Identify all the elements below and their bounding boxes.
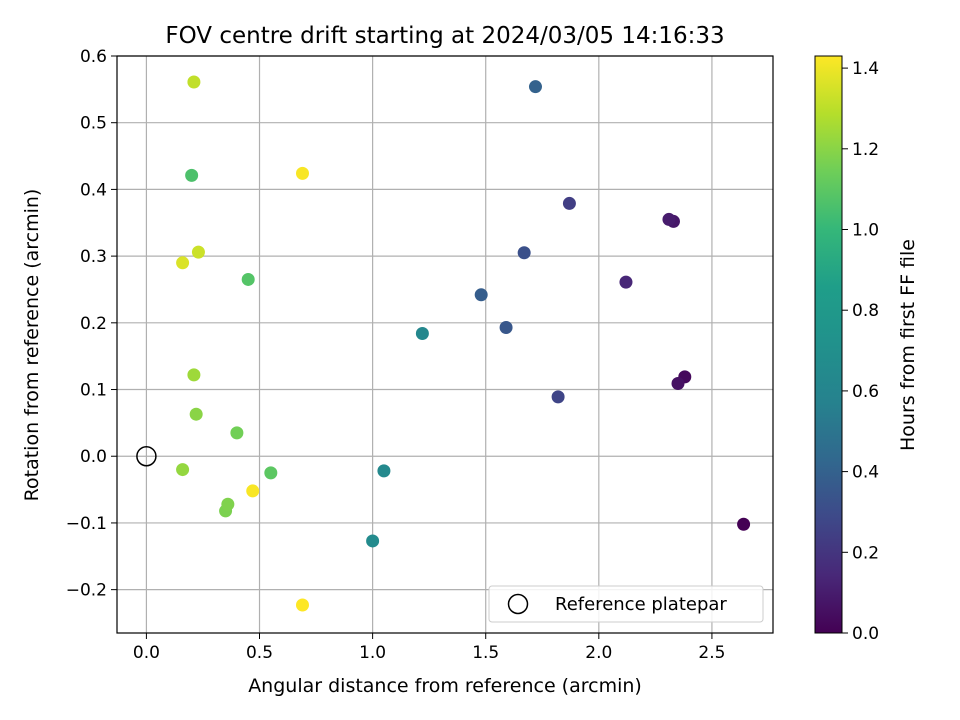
scatter-point — [662, 212, 676, 226]
data-points — [176, 75, 751, 612]
chart-title: FOV centre drift starting at 2024/03/05 … — [165, 23, 724, 49]
scatter-point — [474, 288, 488, 302]
y-tick-label: 0.3 — [80, 247, 107, 267]
scatter-point — [221, 497, 235, 511]
y-tick-label: −0.2 — [66, 581, 107, 601]
scatter-point — [191, 245, 205, 259]
y-tick-label: 0.2 — [80, 314, 107, 334]
scatter-point — [295, 166, 309, 180]
reference-platepar-marker — [136, 445, 157, 467]
plot-frame — [116, 55, 774, 634]
scatter-point — [241, 272, 255, 286]
y-tick-label: 0.4 — [80, 180, 107, 200]
legend-box — [488, 585, 764, 623]
axis-ticks: 0.0 0.5 1.0 1.5 2.0 2.5 −0.2 −0.1 0.0 0.1 0.2 0.3 0.… — [66, 47, 726, 663]
scatter-point — [187, 75, 201, 89]
colorbar: 0.0 0.2 0.4 0.6 0.8 1.0 1.2 1.4 Hours from firs… — [814, 55, 919, 644]
scatter-point — [366, 534, 380, 548]
x-tick-label: 0.0 — [133, 643, 160, 663]
colorbar-tick-label: 0.2 — [852, 543, 879, 563]
scatter-point — [264, 466, 278, 480]
legend: Reference platepar — [488, 585, 764, 623]
scatter-point — [562, 196, 576, 210]
scatter-point — [499, 320, 513, 334]
scatter-point — [619, 275, 633, 289]
x-tick-label: 1.0 — [359, 643, 386, 663]
x-axis-label: Angular distance from reference (arcmin) — [248, 675, 642, 697]
x-tick-label: 2.5 — [698, 643, 725, 663]
colorbar-label: Hours from first FF file — [897, 239, 919, 451]
colorbar-ticks: 0.0 0.2 0.4 0.6 0.8 1.0 1.2 1.4 — [842, 59, 879, 644]
scatter-point — [187, 368, 201, 382]
scatter-point — [246, 484, 260, 498]
colorbar-tick-label: 1.2 — [852, 140, 879, 160]
reference-layer — [136, 445, 157, 467]
scatter-point — [551, 390, 565, 404]
scatter-point — [415, 326, 429, 340]
colorbar-gradient — [814, 55, 843, 634]
y-axis-label: Rotation from reference (arcmin) — [21, 189, 43, 502]
y-tick-label: 0.1 — [80, 381, 107, 401]
scatter-point — [295, 598, 309, 612]
scatter-point — [517, 246, 531, 260]
colorbar-tick-label: 0.0 — [852, 624, 879, 644]
scatter-point — [671, 377, 685, 391]
legend-label: Reference platepar — [555, 594, 727, 615]
y-tick-label: 0.5 — [80, 114, 107, 134]
colorbar-tick-label: 0.8 — [852, 301, 879, 321]
x-tick-label: 0.5 — [246, 643, 273, 663]
scatter-point — [185, 168, 199, 182]
x-tick-label: 2.0 — [585, 643, 612, 663]
x-tick-label: 1.5 — [472, 643, 499, 663]
colorbar-tick-label: 0.4 — [852, 463, 879, 483]
scatter-point — [377, 464, 391, 478]
scatter-point — [176, 463, 190, 477]
y-tick-label: 0.0 — [80, 447, 107, 467]
legend-marker-open-circle-icon — [507, 593, 529, 615]
scatter-point — [176, 256, 190, 270]
scatter-point — [189, 407, 203, 421]
scatter-point — [230, 426, 244, 440]
y-tick-label: −0.1 — [66, 514, 107, 534]
colorbar-tick-label: 0.6 — [852, 382, 879, 402]
colorbar-tick-label: 1.4 — [852, 59, 879, 79]
y-tick-label: 0.6 — [80, 47, 107, 67]
scatter-point — [737, 517, 751, 531]
colorbar-tick-label: 1.0 — [852, 221, 879, 241]
scatter-point — [528, 80, 542, 94]
grid — [117, 55, 773, 633]
